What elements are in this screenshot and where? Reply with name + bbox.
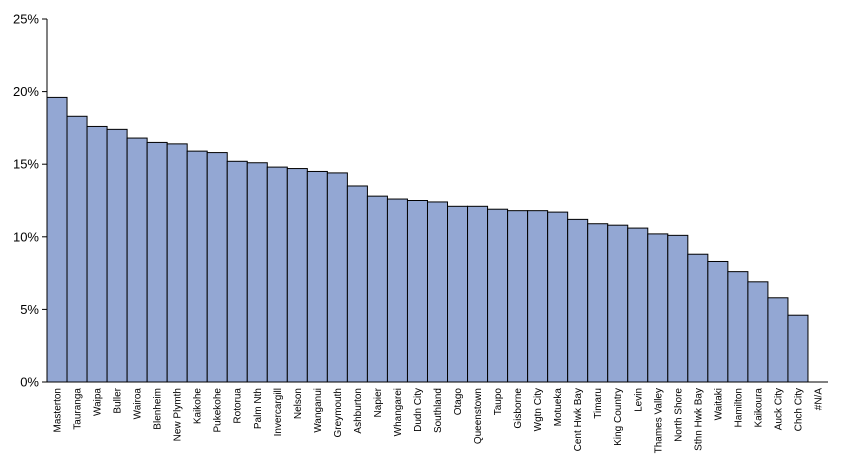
bar	[226, 160, 248, 383]
y-tick-label: 10%	[13, 229, 39, 244]
x-tick-label: #N/A	[813, 388, 824, 411]
bar	[106, 128, 128, 383]
x-tick-label: Timaru	[593, 388, 604, 419]
x-tick-label: Dudn City	[413, 388, 424, 432]
bar	[266, 166, 288, 383]
x-tick-label: Wgtn City	[533, 388, 544, 431]
bar	[447, 205, 469, 383]
bar	[667, 234, 689, 383]
x-tick-label: North Shore	[673, 388, 684, 442]
bar	[126, 137, 148, 383]
bar	[547, 211, 569, 383]
bar	[66, 115, 88, 383]
bar	[507, 210, 529, 383]
y-tick-label: 15%	[13, 157, 39, 172]
bar	[406, 200, 428, 383]
bar	[627, 227, 649, 383]
x-tick-label: Palm Nth	[253, 388, 264, 429]
bar	[787, 314, 809, 383]
x-tick-label: Auck City	[773, 388, 784, 430]
x-tick-label: Buller	[113, 387, 124, 413]
bar	[306, 170, 328, 383]
x-tick-label: Greymouth	[333, 388, 344, 437]
x-tick-label: Invercargill	[273, 388, 284, 436]
x-tick-label: Levin	[633, 388, 644, 412]
y-axis: 0% 5% 10% 15% 20% 25%	[13, 12, 48, 390]
y-tick-label: 25%	[13, 12, 39, 27]
x-tick-label: Kaikohe	[193, 388, 204, 425]
x-tick-label: Nelson	[293, 388, 304, 419]
x-tick-label: Wanganui	[313, 388, 324, 433]
x-tick-label: Waitaki	[713, 388, 724, 420]
x-tick-label: Rotorua	[233, 388, 244, 424]
bar	[206, 152, 228, 383]
bar	[767, 297, 789, 383]
bar	[707, 260, 729, 383]
x-tick-label: Wairoa	[133, 388, 144, 420]
x-tick-label: Taupo	[493, 388, 504, 416]
x-tick-label: Waipa	[93, 388, 104, 416]
bar	[146, 141, 168, 383]
x-axis: Masterton Tauranga Waipa Buller Wairoa Blenhe…	[47, 381, 828, 453]
bar	[687, 253, 709, 383]
bar	[567, 218, 589, 383]
x-tick-label: Hamilton	[733, 388, 744, 427]
y-tick-label: 20%	[13, 84, 39, 99]
x-tick-label: Motueka	[553, 388, 564, 427]
bar	[366, 195, 388, 383]
x-tick-label: Whangarei	[393, 388, 404, 436]
y-tick-label: 5%	[20, 302, 39, 317]
x-tick-label: Pukekohe	[213, 388, 224, 433]
bar	[747, 281, 769, 383]
bar	[426, 201, 449, 383]
x-tick-label: Chch City	[793, 388, 804, 431]
x-tick-label: Napier	[373, 387, 384, 417]
bar	[326, 172, 348, 383]
bar	[286, 168, 308, 383]
x-tick-label: Queenstown	[473, 388, 484, 444]
bar	[487, 208, 509, 383]
x-tick-label: Thames Valley	[653, 388, 664, 453]
x-tick-label: Cent Hwk Bay	[573, 388, 584, 451]
x-tick-label: Masterton	[53, 388, 64, 432]
bars	[46, 96, 809, 383]
x-tick-label: New Plymth	[173, 388, 184, 441]
x-tick-label: Southland	[433, 388, 444, 433]
x-tick-label: Ashburton	[353, 388, 364, 434]
x-tick-label: Kaikoura	[753, 388, 764, 428]
x-tick-label: Otago	[453, 388, 464, 416]
bar	[166, 143, 188, 383]
x-tick-label: Blenheim	[153, 388, 164, 430]
bar	[587, 223, 609, 383]
bar	[386, 198, 408, 383]
bar	[346, 185, 368, 383]
x-tick-label: King Country	[613, 388, 624, 446]
bar	[186, 150, 208, 383]
x-tick-label: Sthn Hwk Bay	[693, 388, 704, 451]
bar	[46, 96, 68, 383]
bar	[86, 125, 108, 383]
bar	[727, 271, 749, 383]
x-tick-label: Gisborne	[513, 388, 524, 429]
y-tick-label: 0%	[20, 375, 39, 390]
bar	[647, 233, 669, 383]
x-tick-label: Tauranga	[73, 388, 84, 430]
bar	[467, 205, 489, 383]
bar	[246, 162, 268, 383]
bar	[527, 210, 549, 383]
bar	[607, 224, 629, 383]
